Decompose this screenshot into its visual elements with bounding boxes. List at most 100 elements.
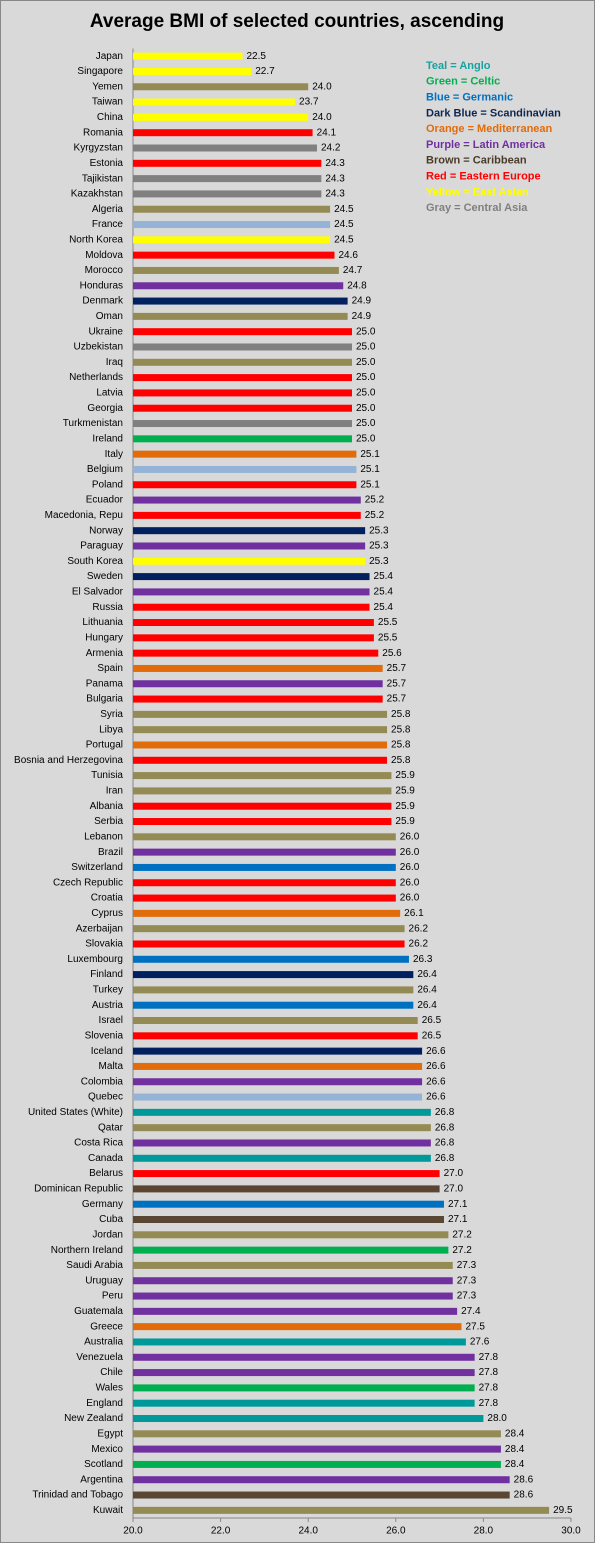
value-label: 25.0 (356, 342, 376, 353)
bar (133, 527, 366, 535)
bar (133, 1384, 475, 1392)
value-label: 26.5 (422, 1030, 442, 1041)
value-label: 27.1 (448, 1214, 468, 1225)
y-tick-label: New Zealand (64, 1413, 123, 1424)
y-tick-label: Malta (99, 1061, 124, 1072)
bar (133, 772, 392, 780)
value-label: 25.5 (378, 617, 398, 628)
y-tick-label: Quebec (88, 1092, 123, 1103)
y-tick-label: Romania (83, 127, 123, 138)
y-tick-label: Turkmenistan (63, 418, 123, 429)
chart-title: Average BMI of selected countries, ascen… (90, 11, 504, 32)
y-tick-label: Northern Ireland (51, 1245, 123, 1256)
bar (133, 1139, 431, 1147)
bar (133, 1338, 466, 1346)
bar (133, 573, 370, 581)
y-tick-label: Germany (82, 1199, 123, 1210)
bar (133, 925, 405, 933)
y-tick-label: Algeria (92, 204, 124, 215)
bar (133, 726, 388, 734)
y-tick-label: Israel (99, 1015, 123, 1026)
y-tick-label: Finland (90, 969, 123, 980)
y-tick-label: South Korea (67, 556, 123, 567)
value-label: 25.3 (369, 541, 389, 552)
value-label: 27.3 (457, 1291, 477, 1302)
value-label: 28.0 (487, 1413, 507, 1424)
value-label: 25.3 (369, 556, 389, 567)
y-tick-label: Norway (89, 525, 123, 536)
value-label: 28.6 (514, 1474, 534, 1485)
value-label: 27.2 (452, 1229, 472, 1240)
bar (133, 129, 313, 137)
legend-entry: Gray = Central Asia (426, 202, 528, 214)
value-label: 24.9 (352, 311, 372, 322)
y-tick-label: Kyrgyzstan (74, 143, 123, 154)
legend-entry: Teal = Anglo (426, 60, 491, 72)
bar (133, 1476, 510, 1484)
y-tick-label: El Salvador (72, 587, 124, 598)
bar (133, 1277, 453, 1285)
y-tick-label: Armenia (86, 648, 124, 659)
value-label: 27.8 (479, 1352, 499, 1363)
x-tick-label: 30.0 (561, 1526, 581, 1537)
y-tick-label: Colombia (81, 1076, 124, 1087)
value-label: 25.7 (387, 663, 407, 674)
value-label: 25.8 (391, 755, 411, 766)
bar (133, 98, 296, 106)
bar (133, 603, 370, 611)
value-label: 24.8 (347, 280, 367, 291)
value-label: 24.6 (338, 250, 358, 261)
y-tick-label: Australia (84, 1337, 123, 1348)
legend-entry: Yellow = East Asian (426, 186, 529, 198)
y-tick-label: Japan (96, 51, 123, 62)
y-tick-label: China (97, 112, 124, 123)
y-tick-label: Iceland (91, 1046, 123, 1057)
bar (133, 496, 361, 504)
y-tick-label: Wales (96, 1383, 123, 1394)
bar (133, 374, 352, 382)
value-label: 25.3 (369, 525, 389, 536)
bar (133, 251, 335, 259)
y-tick-label: Moldova (85, 250, 123, 261)
y-tick-label: Hungary (85, 632, 123, 643)
value-label: 26.6 (426, 1061, 446, 1072)
bar (133, 113, 309, 121)
y-tick-label: Sweden (87, 571, 123, 582)
bar (133, 741, 388, 749)
y-tick-label: Chile (100, 1367, 123, 1378)
value-label: 25.4 (374, 587, 394, 598)
y-tick-label: Bosnia and Herzegovina (14, 755, 123, 766)
bar (133, 940, 405, 948)
y-tick-label: Guatemala (74, 1306, 123, 1317)
value-label: 28.4 (505, 1428, 525, 1439)
bar (133, 1062, 423, 1070)
bar (133, 1200, 444, 1208)
value-label: 28.4 (505, 1444, 525, 1455)
x-tick-label: 28.0 (474, 1526, 494, 1537)
y-tick-label: Turkey (93, 985, 123, 996)
value-label: 25.0 (356, 388, 376, 399)
bar (133, 1445, 501, 1453)
y-tick-label: Switzerland (71, 862, 123, 873)
y-tick-label: Belarus (89, 1168, 123, 1179)
value-label: 24.0 (312, 112, 332, 123)
y-tick-label: Peru (102, 1291, 123, 1302)
y-tick-label: Czech Republic (53, 877, 123, 888)
value-label: 25.0 (356, 357, 376, 368)
value-label: 24.0 (312, 81, 332, 92)
y-tick-label: North Korea (69, 234, 123, 245)
value-label: 25.8 (391, 724, 411, 735)
bar (133, 1246, 449, 1254)
value-label: 25.4 (374, 602, 394, 613)
bar (133, 955, 409, 963)
value-label: 25.8 (391, 709, 411, 720)
value-label: 24.1 (317, 127, 337, 138)
y-tick-label: Poland (92, 479, 123, 490)
value-label: 25.2 (365, 510, 385, 521)
value-label: 24.5 (334, 219, 354, 230)
y-tick-label: Portugal (86, 740, 123, 751)
y-tick-label: Cuba (99, 1214, 123, 1225)
y-tick-label: Austria (92, 1000, 124, 1011)
value-label: 26.0 (400, 847, 420, 858)
bar (133, 312, 348, 320)
